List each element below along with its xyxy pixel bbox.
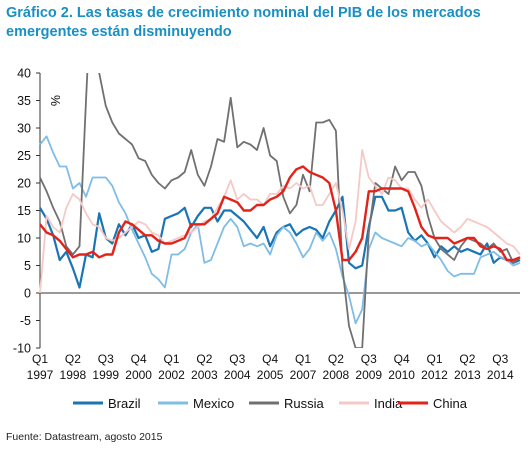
x-tick-year-label: 1999	[92, 368, 119, 382]
x-tick-quarter-label: Q3	[361, 352, 377, 366]
x-tick-year-label: 2008	[323, 368, 350, 382]
x-tick-quarter-label: Q2	[459, 352, 475, 366]
x-tick-year-label: 2007	[290, 368, 317, 382]
source-note: Fuente: Datastream, agosto 2015	[6, 431, 163, 443]
y-tick-label: -5	[20, 314, 31, 328]
x-tick-year-label: 2010	[388, 368, 415, 382]
x-tick-quarter-label: Q2	[196, 352, 212, 366]
y-tick-label: 25	[17, 149, 31, 163]
chart-title: Gráfico 2. Las tasas de crecimiento nomi…	[6, 5, 481, 40]
x-tick-year-label: 2009	[355, 368, 382, 382]
x-tick-year-label: 2012	[421, 368, 448, 382]
legend-label-mexico: Mexico	[193, 396, 234, 411]
series-line-mexico	[39, 135, 521, 325]
x-tick-year-label: 2005	[257, 368, 284, 382]
x-tick-quarter-label: Q1	[32, 352, 48, 366]
x-tick-quarter-label: Q2	[328, 352, 344, 366]
y-tick-label: 15	[17, 204, 31, 218]
x-tick-quarter-label: Q3	[229, 352, 245, 366]
x-tick-quarter-label: Q4	[262, 352, 278, 366]
x-tick-quarter-label: Q1	[427, 352, 443, 366]
legend-label-china: China	[433, 396, 468, 411]
x-tick-quarter-label: Q3	[98, 352, 114, 366]
x-tick-quarter-label: Q1	[295, 352, 311, 366]
x-tick-year-label: 2014	[487, 368, 514, 382]
x-tick-year-label: 2000	[125, 368, 152, 382]
y-tick-label: 20	[17, 177, 31, 191]
x-tick-quarter-label: Q4	[131, 352, 147, 366]
legend-label-brazil: Brazil	[108, 396, 141, 411]
x-tick-year-label: 2013	[454, 368, 481, 382]
x-tick-quarter-label: Q3	[492, 352, 508, 366]
x-tick-year-label: 1997	[27, 368, 54, 382]
series-line-china	[39, 165, 521, 262]
legend-label-russia: Russia	[284, 396, 325, 411]
y-tick-label: 5	[24, 259, 31, 273]
series-line-brazil	[39, 195, 521, 289]
x-tick-year-label: 2002	[158, 368, 185, 382]
y-tick-label: 10	[17, 232, 31, 246]
x-tick-year-label: 2003	[191, 368, 218, 382]
x-tick-year-label: 1998	[60, 368, 87, 382]
x-tick-quarter-label: Q2	[65, 352, 81, 366]
y-tick-label: -10	[13, 342, 31, 356]
y-tick-label: 0	[24, 287, 31, 301]
x-tick-quarter-label: Q1	[163, 352, 179, 366]
series-line-india	[39, 149, 521, 294]
y-tick-label: 35	[17, 94, 31, 108]
series-line-russia	[39, 73, 521, 348]
y-axis-label: %	[48, 95, 62, 106]
y-tick-label: 30	[17, 122, 31, 136]
legend-label-india: India	[374, 396, 403, 411]
y-tick-label: 40	[17, 67, 31, 81]
x-tick-quarter-label: Q4	[394, 352, 410, 366]
x-tick-year-label: 2004	[224, 368, 251, 382]
